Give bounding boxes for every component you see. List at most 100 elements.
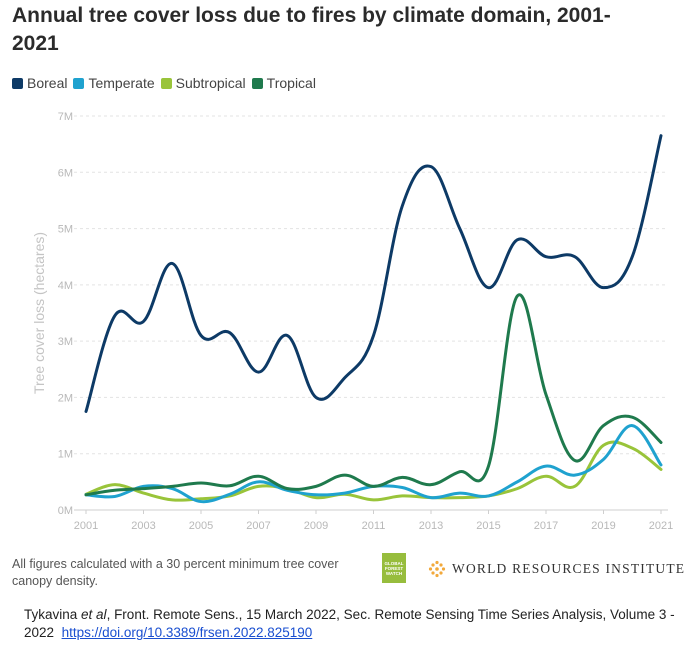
data-point[interactable]: [224, 327, 236, 339]
data-point[interactable]: [396, 471, 408, 483]
x-tick-label: 2013: [419, 520, 443, 532]
data-point[interactable]: [454, 466, 466, 478]
wri-emblem-icon: [428, 560, 446, 578]
data-point[interactable]: [253, 366, 265, 378]
data-point[interactable]: [310, 391, 322, 403]
x-tick-label: 2015: [476, 520, 500, 532]
data-point[interactable]: [483, 490, 495, 502]
data-point[interactable]: [195, 496, 207, 508]
data-point[interactable]: [80, 489, 92, 501]
gridlines: [74, 115, 668, 511]
data-point[interactable]: [310, 480, 322, 492]
data-point[interactable]: [80, 406, 92, 418]
data-point[interactable]: [511, 234, 523, 246]
citation: Tykavina et al, Front. Remote Sens., 15 …: [24, 606, 694, 642]
data-point[interactable]: [109, 310, 121, 322]
data-point[interactable]: [166, 494, 178, 506]
data-point[interactable]: [281, 483, 293, 495]
data-point[interactable]: [598, 282, 610, 294]
y-tick-label: 4M: [58, 280, 73, 292]
data-point[interactable]: [138, 315, 150, 327]
legend-label: Subtropical: [175, 75, 246, 91]
data-point[interactable]: [281, 330, 293, 342]
series-line-boreal[interactable]: [84, 134, 663, 413]
data-point[interactable]: [166, 257, 178, 269]
series-line-subtropical[interactable]: [84, 440, 663, 502]
data-point[interactable]: [598, 453, 610, 465]
data-point[interactable]: [195, 330, 207, 342]
x-tick-label: 2011: [362, 520, 386, 532]
x-tick-label: 2003: [131, 520, 155, 532]
data-point[interactable]: [511, 476, 523, 488]
y-tick-label: 1M: [58, 449, 73, 461]
legend: Boreal Temperate Subtropical Tropical: [12, 75, 318, 91]
data-point[interactable]: [109, 484, 121, 496]
data-point[interactable]: [483, 460, 495, 472]
data-point[interactable]: [368, 494, 380, 506]
legend-label: Temperate: [88, 75, 155, 91]
data-point[interactable]: [138, 483, 150, 495]
data-point[interactable]: [339, 372, 351, 384]
legend-swatch: [12, 77, 23, 89]
data-point[interactable]: [425, 161, 437, 173]
series-lines: [80, 130, 667, 508]
data-point[interactable]: [368, 480, 380, 492]
data-point[interactable]: [540, 460, 552, 472]
citation-text: , Front. Remote Sens., 15 March 2022, Se…: [24, 607, 675, 640]
data-point[interactable]: [253, 470, 265, 482]
data-point[interactable]: [425, 479, 437, 491]
data-point[interactable]: [626, 251, 638, 263]
y-tick-label: 5M: [58, 224, 73, 236]
chart-title: Annual tree cover loss due to fires by c…: [12, 4, 611, 55]
legend-item-subtropical[interactable]: Subtropical: [160, 75, 246, 91]
x-tick-label: 2001: [74, 520, 98, 532]
y-axis-ticks: 0M 1M 2M 3M 4M 5M 6M 7M: [58, 111, 73, 517]
data-point[interactable]: [454, 487, 466, 499]
data-point[interactable]: [166, 480, 178, 492]
x-tick-label: 2009: [304, 520, 328, 532]
data-point[interactable]: [569, 251, 581, 263]
legend-item-boreal[interactable]: Boreal: [12, 75, 67, 91]
data-point[interactable]: [454, 223, 466, 235]
y-tick-label: 3M: [58, 336, 73, 348]
data-point[interactable]: [339, 469, 351, 481]
data-point[interactable]: [626, 442, 638, 454]
line-chart: 0M 1M 2M 3M 4M 5M 6M 7M 2001 2003 2005 2007 2009 201…: [31, 111, 673, 532]
x-tick-label: 2019: [591, 520, 615, 532]
y-tick-label: 2M: [58, 392, 73, 404]
series-line-tropical[interactable]: [84, 293, 663, 497]
legend-swatch: [251, 77, 263, 89]
data-point[interactable]: [195, 477, 207, 489]
citation-et-al: et al: [81, 607, 107, 622]
data-point[interactable]: [569, 480, 581, 492]
data-point[interactable]: [540, 251, 552, 263]
data-point[interactable]: [598, 420, 610, 432]
data-point[interactable]: [598, 439, 610, 451]
global-forest-watch-logo: GLOBAL FOREST WATCH: [382, 553, 406, 583]
data-point[interactable]: [569, 469, 581, 481]
data-point[interactable]: [425, 492, 437, 504]
y-axis-label: Tree cover loss (hectares): [31, 232, 47, 394]
data-point[interactable]: [511, 290, 523, 302]
data-point[interactable]: [569, 454, 581, 466]
data-point[interactable]: [655, 459, 667, 471]
citation-authors: Tykavina: [24, 607, 82, 622]
x-tick-label: 2021: [649, 520, 673, 532]
x-axis-ticks: 2001 2003 2005 2007 2009 2011 2013 2015 2017 2019…: [74, 510, 673, 532]
legend-item-temperate[interactable]: Temperate: [73, 75, 155, 91]
data-point[interactable]: [396, 200, 408, 212]
data-point[interactable]: [655, 130, 667, 142]
data-point[interactable]: [626, 411, 638, 423]
data-point[interactable]: [483, 282, 495, 294]
data-point[interactable]: [655, 436, 667, 448]
legend-swatch: [160, 77, 172, 89]
data-point[interactable]: [224, 480, 236, 492]
doi-link[interactable]: https://doi.org/10.3389/frsen.2022.82519…: [61, 625, 313, 640]
data-point[interactable]: [339, 487, 351, 499]
data-point[interactable]: [540, 389, 552, 401]
data-point[interactable]: [368, 330, 380, 342]
y-tick-label: 7M: [58, 111, 73, 123]
legend-label: Boreal: [27, 75, 68, 91]
y-tick-label: 0M: [58, 505, 73, 517]
legend-item-tropical[interactable]: Tropical: [251, 75, 316, 91]
